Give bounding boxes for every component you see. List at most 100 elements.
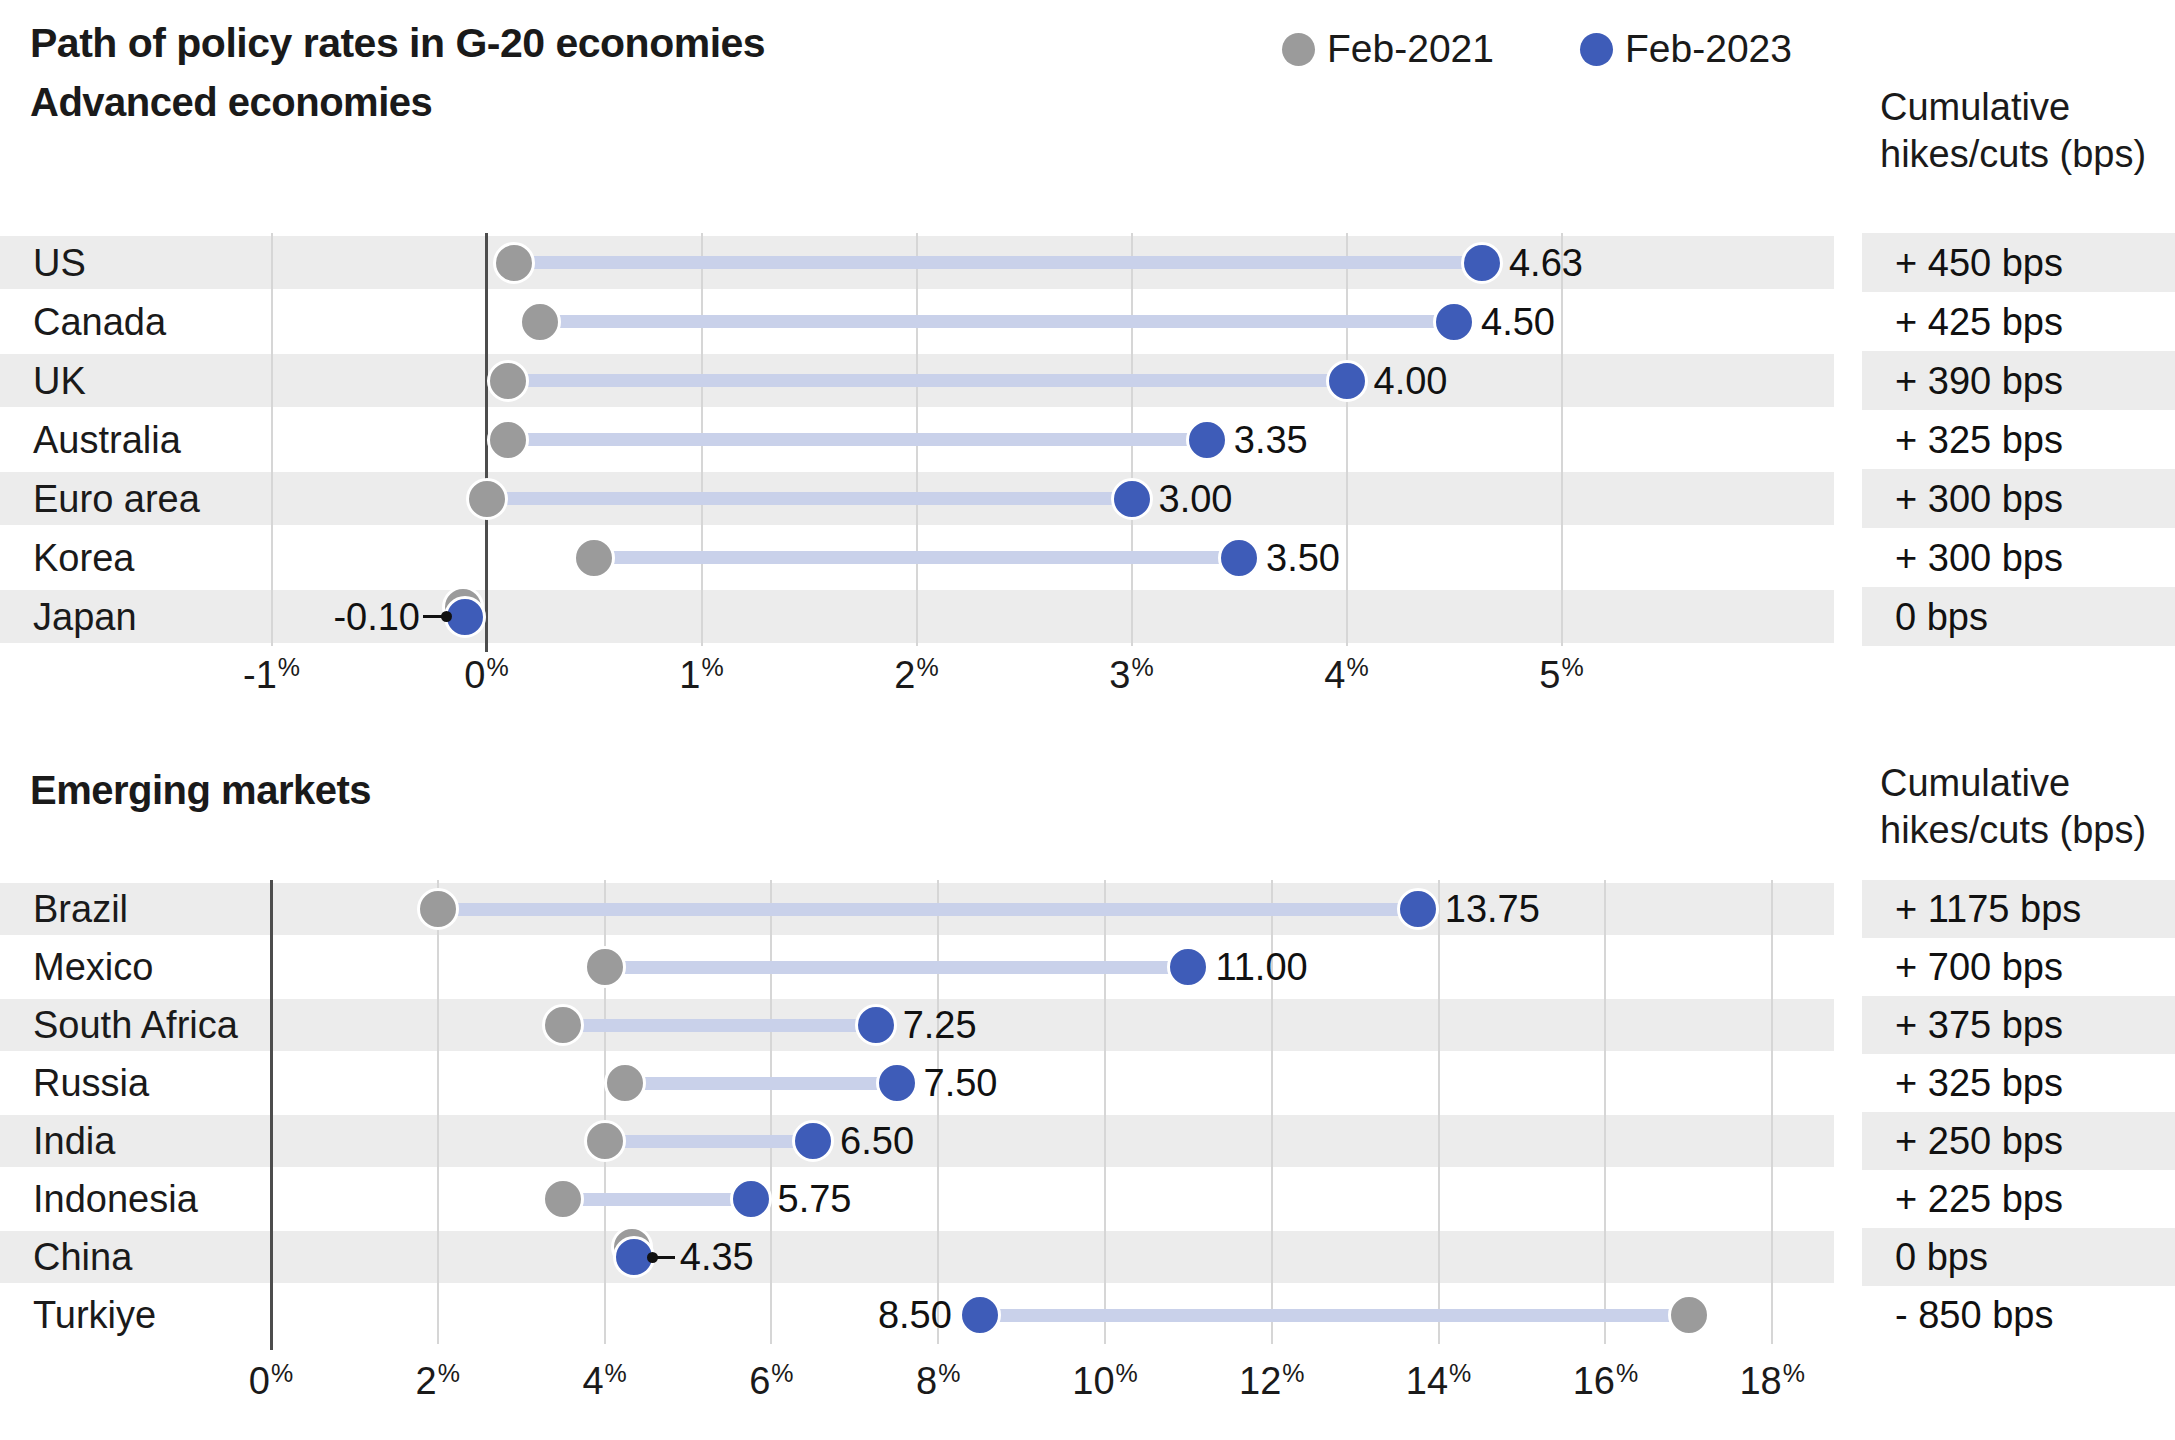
feb-2023-dot [1326, 360, 1368, 402]
country-label-india: India [33, 1120, 115, 1163]
country-label-canada: Canada [33, 300, 166, 343]
axis-tick-label: 0% [249, 1356, 293, 1410]
change-bar [487, 492, 1132, 505]
feb-2021-dot [584, 946, 626, 988]
percent-suffix: % [1346, 653, 1368, 681]
feb-2023-dot [1218, 537, 1260, 579]
percent-suffix: % [771, 1359, 793, 1387]
percent-suffix: % [1449, 1359, 1471, 1387]
chart-canvas: Path of policy rates in G-20 economies F… [0, 0, 2175, 1440]
axis-tick-label: 6% [749, 1356, 793, 1410]
axis-tick-label: 16% [1573, 1356, 1639, 1410]
feb-2021-dot [604, 1062, 646, 1104]
rate-value-label: 5.75 [778, 1178, 852, 1221]
axis-tick-label: 1% [679, 650, 723, 704]
axis-tick-label: 4% [582, 1356, 626, 1410]
axis-tick-label: 10% [1072, 1356, 1138, 1410]
legend-label: Feb-2023 [1625, 27, 1792, 71]
cumulative-value-brazil: + 1175 bps [1895, 888, 2081, 931]
feb-2021-dot [584, 1120, 626, 1162]
cumulative-column-header-advanced: Cumulative hikes/cuts (bps) [1880, 84, 2146, 178]
axis-tick-label: 12% [1239, 1356, 1305, 1410]
gridline [1346, 233, 1348, 646]
change-bar [980, 1309, 1689, 1322]
feb-2023-dot [730, 1178, 772, 1220]
rate-value-label: 7.50 [924, 1062, 998, 1105]
country-label-mexico: Mexico [33, 946, 153, 989]
rate-value-label: 3.00 [1159, 477, 1233, 520]
percent-suffix: % [701, 653, 723, 681]
country-label-uk: UK [33, 359, 86, 402]
axis-tick-label: 3% [1109, 650, 1153, 704]
feb-2021-dot [519, 301, 561, 343]
percent-suffix: % [938, 1359, 960, 1387]
axis-tick-label: 4% [1324, 650, 1368, 704]
section-header-emerging: Emerging markets [30, 768, 371, 813]
country-label-south-africa: South Africa [33, 1004, 238, 1047]
country-label-brazil: Brazil [33, 888, 128, 931]
change-bar [625, 1077, 896, 1090]
feb-2023-legend-dot-icon [1580, 33, 1613, 66]
cumulative-value-euro-area: + 300 bps [1895, 477, 2063, 520]
x-axis-advanced: -1%0%1%2%3%4%5% [0, 650, 2175, 700]
cumulative-value-russia: + 325 bps [1895, 1062, 2063, 1105]
feb-2021-dot [542, 1178, 584, 1220]
axis-tick-label: 8% [916, 1356, 960, 1410]
row-stripe [0, 1112, 1834, 1170]
cumulative-value-korea: + 300 bps [1895, 536, 2063, 579]
country-label-korea: Korea [33, 536, 134, 579]
gridline [1104, 880, 1106, 1344]
leader-nub [647, 1252, 658, 1263]
feb-2023-dot [1397, 888, 1439, 930]
feb-2023-dot [792, 1120, 834, 1162]
cumulative-value-india: + 250 bps [1895, 1120, 2063, 1163]
cumulative-value-uk: + 390 bps [1895, 359, 2063, 402]
chart-rows-advanced: 4.63US+ 450 bps4.50Canada+ 425 bps4.00UK… [0, 233, 2175, 646]
cumulative-value-indonesia: + 225 bps [1895, 1178, 2063, 1221]
rate-value-label: 13.75 [1445, 888, 1540, 931]
percent-suffix: % [1561, 653, 1583, 681]
gridline [271, 233, 273, 646]
change-bar [605, 1135, 814, 1148]
feb-2021-dot [1668, 1294, 1710, 1336]
change-bar [563, 1193, 751, 1206]
gridline [937, 880, 939, 1344]
rate-value-label: 8.50 [878, 1294, 952, 1337]
feb-2021-dot [542, 1004, 584, 1046]
axis-tick-label: 2% [416, 1356, 460, 1410]
legend-label: Feb-2021 [1327, 27, 1494, 71]
percent-suffix: % [1116, 1359, 1138, 1387]
country-label-indonesia: Indonesia [33, 1178, 198, 1221]
feb-2023-dot [876, 1062, 918, 1104]
rate-value-label: 4.63 [1509, 241, 1583, 284]
feb-2023-dot [1186, 419, 1228, 461]
rate-value-label: 11.00 [1215, 946, 1307, 989]
percent-suffix: % [605, 1359, 627, 1387]
section-header-advanced: Advanced economies [30, 80, 432, 125]
country-label-australia: Australia [33, 418, 181, 461]
country-label-russia: Russia [33, 1062, 149, 1105]
feb-2021-legend-dot-icon [1282, 33, 1315, 66]
cumulative-column-header-emerging: Cumulative hikes/cuts (bps) [1880, 760, 2146, 854]
feb-2023-dot [855, 1004, 897, 1046]
percent-suffix: % [271, 1359, 293, 1387]
percent-suffix: % [1282, 1359, 1304, 1387]
feb-2021-dot [493, 242, 535, 284]
feb-2023-dot [1433, 301, 1475, 343]
rate-value-label: 3.50 [1266, 536, 1340, 579]
cumulative-value-mexico: + 700 bps [1895, 946, 2063, 989]
percent-suffix: % [1131, 653, 1153, 681]
gridline [1604, 880, 1606, 1344]
feb-2023-dot [1461, 242, 1503, 284]
rate-value-label: 4.00 [1374, 359, 1448, 402]
legend-item-feb-2023: Feb-2023 [1580, 27, 1792, 71]
feb-2021-dot [487, 419, 529, 461]
gridline [1771, 880, 1773, 1344]
country-label-japan: Japan [33, 595, 137, 638]
leader-nub [441, 611, 452, 622]
rate-value-label: -0.10 [333, 595, 420, 638]
feb-2023-dot [959, 1294, 1001, 1336]
percent-suffix: % [486, 653, 508, 681]
axis-tick-label: -1% [243, 650, 300, 704]
change-bar [563, 1019, 876, 1032]
